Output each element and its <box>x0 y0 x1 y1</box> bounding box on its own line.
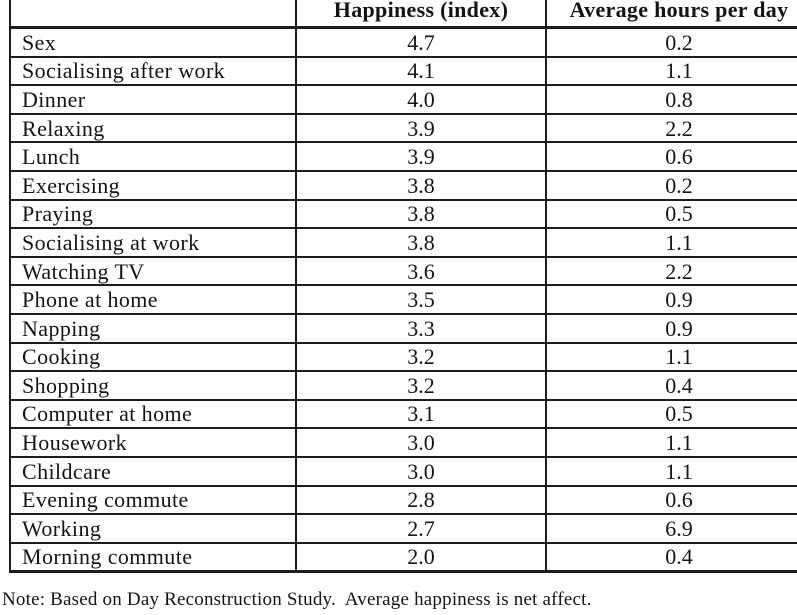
happiness-cell: 2.0 <box>295 541 547 574</box>
table-row: Housework 3.0 1.1 <box>9 427 797 458</box>
activity-cell: Phone at home <box>9 284 297 315</box>
table-row: Lunch 3.9 0.6 <box>9 141 797 172</box>
happiness-cell: 3.8 <box>295 227 547 258</box>
table-row: Working 2.7 6.9 <box>9 513 797 544</box>
happiness-cell: 3.1 <box>295 398 547 430</box>
activity-cell: Working <box>9 513 297 544</box>
header-activity-blank <box>9 0 297 29</box>
table-row: Watching TV 3.6 2.2 <box>9 255 797 287</box>
hours-cell: 0.4 <box>545 541 797 574</box>
table-row: Relaxing 3.9 2.2 <box>9 112 797 144</box>
hours-cell: 2.2 <box>545 112 797 144</box>
happiness-cell: 3.0 <box>295 427 547 458</box>
table-row: Socialising after work 4.1 1.1 <box>9 55 797 87</box>
hours-cell: 1.1 <box>545 427 797 458</box>
table-row: Exercising 3.8 0.2 <box>9 169 797 201</box>
table-row: Phone at home 3.5 0.9 <box>9 284 797 315</box>
table-row: Shopping 3.2 0.4 <box>9 370 797 401</box>
activity-cell: Napping <box>9 312 297 344</box>
happiness-cell: 3.6 <box>295 255 547 287</box>
happiness-cell: 4.0 <box>295 84 547 115</box>
happiness-activities-table: Happiness (index) Average hours per day … <box>9 0 797 574</box>
hours-cell: 0.8 <box>545 84 797 115</box>
table-row: Sex 4.7 0.2 <box>9 26 797 58</box>
happiness-cell: 4.7 <box>295 26 547 58</box>
header-average-hours: Average hours per day <box>545 0 797 29</box>
table-row: Computer at home 3.1 0.5 <box>9 398 797 430</box>
activity-cell: Shopping <box>9 370 297 401</box>
hours-cell: 2.2 <box>545 255 797 287</box>
hours-cell: 0.2 <box>545 26 797 58</box>
hours-cell: 0.4 <box>545 370 797 401</box>
hours-cell: 0.9 <box>545 284 797 315</box>
table-row: Socialising at work 3.8 1.1 <box>9 227 797 258</box>
happiness-cell: 3.0 <box>295 455 547 487</box>
activity-cell: Watching TV <box>9 255 297 287</box>
happiness-cell: 3.3 <box>295 312 547 344</box>
hours-cell: 0.2 <box>545 169 797 201</box>
happiness-cell: 3.9 <box>295 141 547 172</box>
hours-cell: 0.9 <box>545 312 797 344</box>
activity-cell: Relaxing <box>9 112 297 144</box>
happiness-cell: 3.2 <box>295 370 547 401</box>
activity-cell: Computer at home <box>9 398 297 430</box>
happiness-cell: 4.1 <box>295 55 547 87</box>
activity-cell: Lunch <box>9 141 297 172</box>
hours-cell: 0.6 <box>545 484 797 516</box>
activity-cell: Praying <box>9 198 297 230</box>
footnote: Note: Based on Day Reconstruction Study.… <box>2 589 592 610</box>
hours-cell: 0.6 <box>545 141 797 172</box>
table-row: Dinner 4.0 0.8 <box>9 84 797 115</box>
activity-cell: Exercising <box>9 169 297 201</box>
table-row: Praying 3.8 0.5 <box>9 198 797 230</box>
happiness-cell: 2.8 <box>295 484 547 516</box>
happiness-cell: 3.2 <box>295 341 547 373</box>
hours-cell: 0.5 <box>545 198 797 230</box>
activity-cell: Evening commute <box>9 484 297 516</box>
table-row: Napping 3.3 0.9 <box>9 312 797 344</box>
table-row: Cooking 3.2 1.1 <box>9 341 797 373</box>
hours-cell: 6.9 <box>545 513 797 544</box>
happiness-cell: 3.9 <box>295 112 547 144</box>
activity-cell: Childcare <box>9 455 297 487</box>
activity-cell: Housework <box>9 427 297 458</box>
happiness-cell: 3.5 <box>295 284 547 315</box>
hours-cell: 1.1 <box>545 455 797 487</box>
activity-cell: Morning commute <box>9 541 297 574</box>
table-body: Sex 4.7 0.2 Socialising after work 4.1 1… <box>9 26 797 574</box>
hours-cell: 1.1 <box>545 341 797 373</box>
header-row: Happiness (index) Average hours per day <box>9 0 797 29</box>
happiness-cell: 3.8 <box>295 198 547 230</box>
activity-cell: Cooking <box>9 341 297 373</box>
happiness-cell: 2.7 <box>295 513 547 544</box>
header-happiness-index: Happiness (index) <box>295 0 547 29</box>
hours-cell: 1.1 <box>545 227 797 258</box>
table-row: Morning commute 2.0 0.4 <box>9 541 797 574</box>
activity-cell: Dinner <box>9 84 297 115</box>
hours-cell: 0.5 <box>545 398 797 430</box>
activity-cell: Sex <box>9 26 297 58</box>
happiness-cell: 3.8 <box>295 169 547 201</box>
hours-cell: 1.1 <box>545 55 797 87</box>
table-row: Evening commute 2.8 0.6 <box>9 484 797 516</box>
table-row: Childcare 3.0 1.1 <box>9 455 797 487</box>
activity-cell: Socialising at work <box>9 227 297 258</box>
activity-cell: Socialising after work <box>9 55 297 87</box>
